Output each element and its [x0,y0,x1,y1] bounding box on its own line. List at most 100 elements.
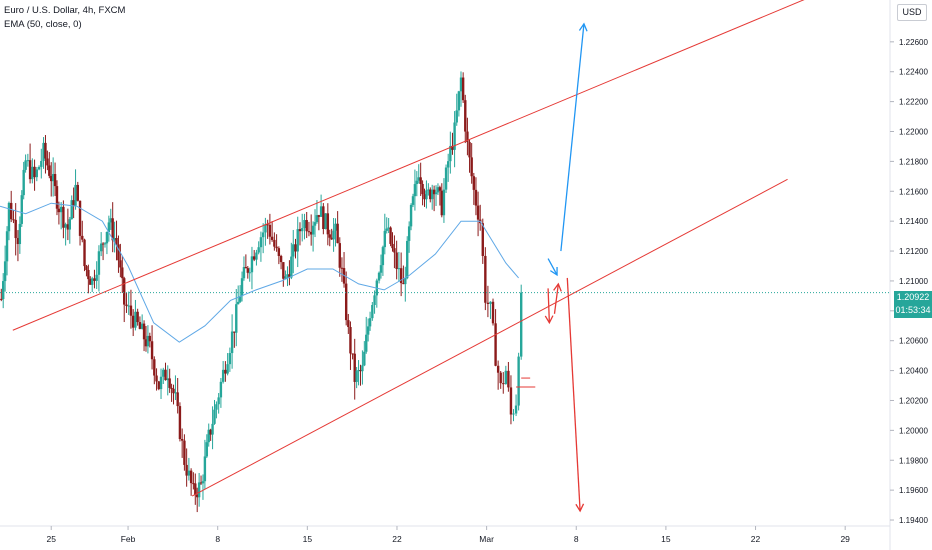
candle-body [12,219,15,221]
candle-body [494,323,497,366]
last-price-tag: 1.20922 01:53:34 [894,291,932,318]
candle-body [347,320,350,328]
candle-body [406,240,409,279]
y-tick-label: 1.20200 [899,396,928,405]
candle-body [381,247,385,266]
ema-line [0,202,519,343]
indicator-label[interactable]: EMA (50, close, 0) [4,19,82,30]
candle-body [359,370,362,372]
candle-body [250,256,254,273]
price-axis[interactable]: 1.19400 1.19600 1.19800 1.20000 1.20200 1.204… [890,38,928,525]
candle-body [5,231,9,262]
candle-body [0,298,3,300]
blue-arrow-head [549,266,558,277]
candle-body [113,237,116,241]
candle-body [404,278,407,285]
candle-body [157,381,160,390]
x-tick-label: 15 [303,534,313,544]
candle-body [296,229,299,252]
currency-button[interactable]: USD [897,4,927,21]
candle-body [66,224,70,230]
candle-body [174,392,177,394]
candle-body [368,318,372,327]
candle-body [246,268,249,273]
candle-body [311,225,315,235]
candle-body [402,283,405,285]
y-tick-label: 1.22400 [899,68,928,77]
candle-body [427,189,430,191]
candle-body [168,378,171,388]
x-tick-label: 29 [840,534,850,544]
candle-body [257,247,260,253]
symbol-title: Euro / U.S. Dollar, 4h, FXCM [4,5,126,16]
time-axis[interactable]: 25 Feb 8 15 22 Mar 8 15 22 29 [46,526,850,544]
candle-body [121,267,124,279]
candle-body [53,174,57,187]
candle-body [417,177,420,181]
y-tick-label: 1.19600 [899,486,928,495]
candle-body [103,243,107,245]
y-tick-label: 1.20600 [899,337,928,346]
candle-body [109,218,112,223]
candle-body [194,483,197,495]
x-tick-label: 8 [574,534,579,544]
y-tick-label: 1.22000 [899,128,928,137]
candle-body [134,311,137,328]
candle-body [440,190,443,216]
candle-body [89,279,92,285]
candle-body [286,274,289,277]
red-arrow-head [544,315,554,325]
candle-body [136,311,139,323]
candle-body [226,364,229,374]
y-tick-label: 1.21000 [899,277,928,286]
y-tick-label: 1.20000 [899,426,928,435]
candle-body [3,261,7,282]
candle-body [275,246,278,249]
candle-body [244,267,248,269]
candle-body [330,237,333,240]
candle-body [442,189,446,216]
candle-body [170,387,173,389]
candle-body [228,353,232,365]
candle-body [366,326,370,335]
candle-body [307,231,311,233]
candle-body [519,292,523,357]
candle-body [324,213,327,229]
candle-body [507,370,510,388]
candle-body [240,278,244,297]
candle-body [268,224,272,237]
candle-body [51,174,55,182]
candle-body [68,219,71,230]
candle-body [238,296,242,302]
candle-body [486,302,490,304]
candle-body [199,482,203,484]
candle-body [474,189,478,206]
candle-body [499,372,502,384]
y-tick-label: 1.22600 [899,38,928,47]
candle-body [155,375,158,382]
candle-body [235,304,238,333]
candle-body [387,227,390,229]
candle-body [429,189,432,200]
candle-body [146,335,150,347]
candle-body [451,145,454,150]
candle-body [270,236,274,240]
candle-body [476,205,480,220]
candle-body [7,202,11,232]
candle-body [10,202,13,220]
candle-body [491,301,495,324]
candle-body [259,237,263,248]
candle-body [219,381,223,398]
candle-body [464,100,467,132]
candle-body [468,142,471,158]
candle-body [502,383,505,385]
candle-body [131,315,135,328]
candle-body [363,351,366,366]
candle-body [242,267,246,279]
candle-body [481,223,484,256]
candle-body [315,215,319,223]
candle-body [322,206,325,229]
candle-body [423,194,426,200]
